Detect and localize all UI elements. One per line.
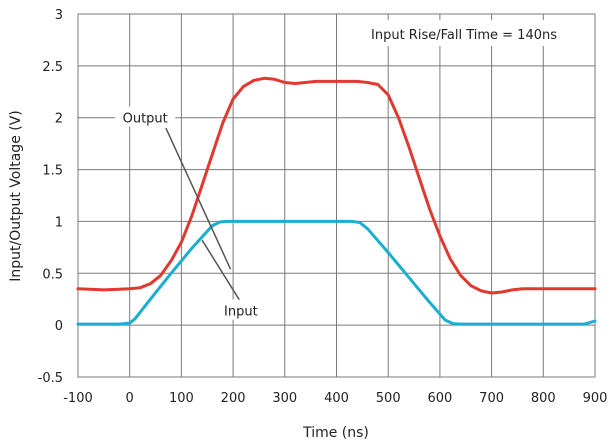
x-tick-label: 500 (376, 391, 401, 406)
x-tick-label: 800 (531, 391, 556, 406)
callout-label-output: Output (123, 112, 168, 127)
x-tick-label: 200 (221, 391, 246, 406)
series-lines (76, 76, 597, 326)
x-tick-label: 0 (126, 391, 134, 406)
callout-label-input: Input (224, 305, 258, 320)
x-tick-labels: -100 0 100 200 300 400 500 600 700 800 900 (63, 391, 607, 406)
y-tick-label: 2.5 (42, 60, 63, 75)
rise-fall-annotation: Input Rise/Fall Time = 140ns (371, 28, 557, 43)
callout-leader (165, 127, 232, 270)
y-tick-label: 0 (55, 319, 63, 334)
y-tick-label: 0.5 (42, 267, 63, 282)
series-input-line (76, 219, 597, 326)
y-tick-labels: -0.5 0 0.5 1 1.5 2 2.5 3 (38, 8, 63, 386)
callouts: Output Input (115, 106, 267, 320)
y-tick-label: 2 (55, 112, 63, 127)
y-tick-label: 1.5 (42, 164, 63, 179)
y-tick-label: 3 (55, 8, 63, 23)
callout-label-bg (115, 106, 176, 127)
x-tick-label: 400 (324, 391, 349, 406)
x-tick-label: 600 (427, 391, 452, 406)
x-tick-label: 100 (169, 391, 194, 406)
x-tick-label: -100 (63, 391, 93, 406)
y-axis-title: Input/Output Voltage (V) (8, 110, 24, 282)
x-tick-label: 300 (272, 391, 297, 406)
rise-fall-annotation-bg (350, 20, 580, 46)
callout-leader (201, 239, 242, 303)
gridlines (78, 14, 595, 377)
x-axis-title: Time (ns) (302, 425, 369, 441)
plot-frame (77, 13, 596, 378)
y-tick-label: 1 (55, 215, 63, 230)
x-tick-label: 900 (583, 391, 608, 406)
series-output-line (76, 76, 597, 295)
x-tick-label: 700 (479, 391, 504, 406)
callout-label-bg (214, 299, 267, 320)
y-tick-label: -0.5 (38, 371, 63, 386)
